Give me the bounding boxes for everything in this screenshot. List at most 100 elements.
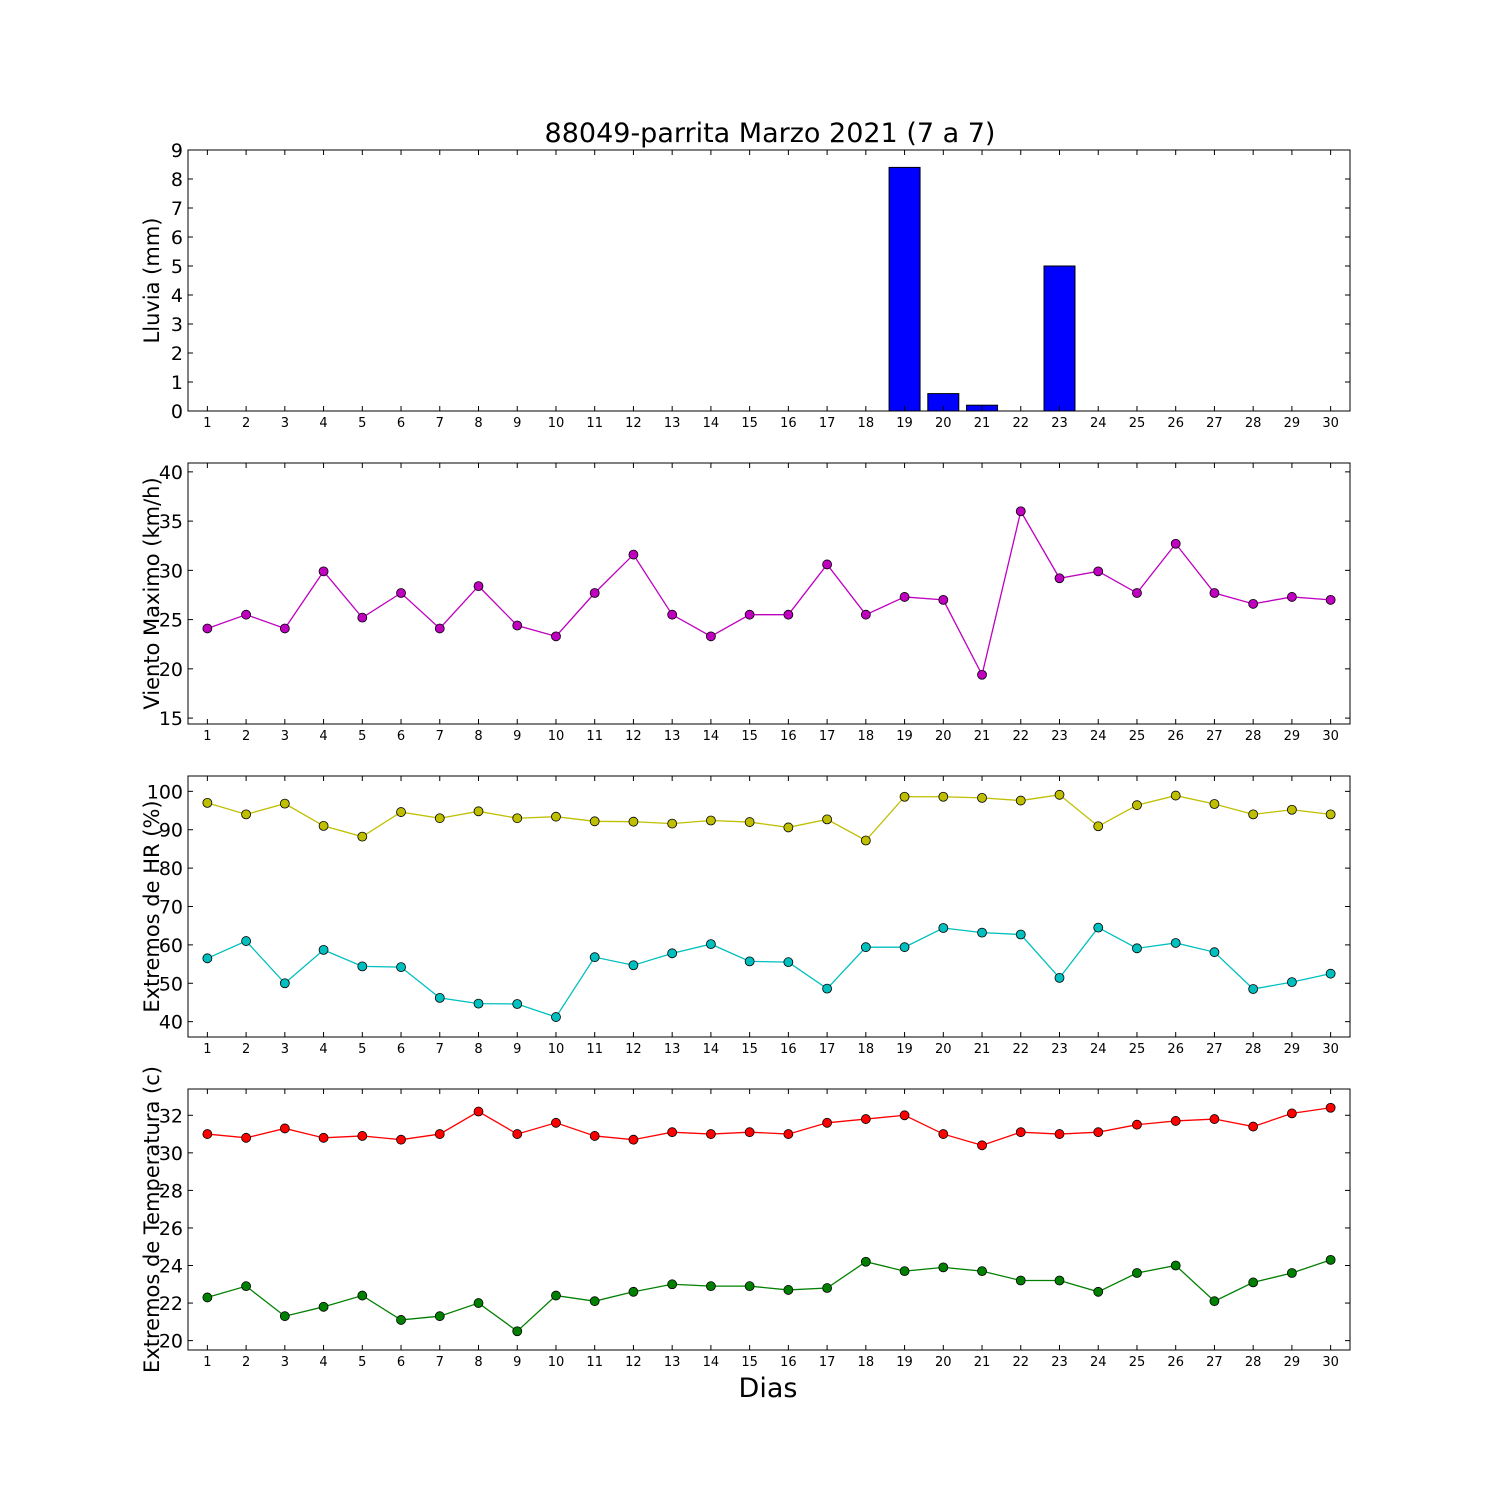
point-2-day-16 <box>783 1285 794 1295</box>
point-2-day-6 <box>396 962 406 973</box>
point-2-day-4 <box>318 1301 329 1312</box>
x-tick-label: 25 <box>1129 1355 1146 1370</box>
point-2-day-12 <box>628 1286 639 1297</box>
x-tick-label: 25 <box>1129 416 1146 431</box>
point-1-day-22 <box>1015 506 1026 517</box>
y-axis-label: Extremos de HR (%) <box>140 800 164 1012</box>
x-tick-label: 28 <box>1245 416 1262 431</box>
y-tick-label: 20 <box>159 1331 183 1353</box>
point-2-day-22 <box>1015 1275 1026 1286</box>
x-tick-label: 9 <box>513 729 521 744</box>
x-tick-label: 28 <box>1245 1355 1262 1370</box>
x-tick-label: 29 <box>1284 1042 1301 1057</box>
point-2-day-1 <box>202 953 213 964</box>
point-1-day-8 <box>473 806 484 817</box>
point-1-day-17 <box>822 1117 832 1128</box>
x-tick-label: 10 <box>548 416 565 431</box>
point-1-day-26 <box>1170 790 1181 801</box>
point-1-day-24 <box>1093 821 1104 832</box>
y-tick-label: 35 <box>159 511 183 533</box>
x-tick-label: 10 <box>548 1355 565 1370</box>
x-tick-label: 17 <box>819 729 836 744</box>
x-tick-label: 19 <box>896 1042 913 1057</box>
point-1-day-14 <box>706 815 716 826</box>
x-tick-label: 4 <box>319 729 327 744</box>
x-tick-label: 19 <box>896 729 913 744</box>
x-tick-label: 19 <box>896 1355 913 1370</box>
x-tick-label: 20 <box>935 1042 952 1057</box>
point-2-day-6 <box>396 1315 406 1325</box>
point-1-day-22 <box>1015 1127 1026 1138</box>
point-1-day-29 <box>1287 1108 1297 1119</box>
y-tick-label: 32 <box>159 1105 183 1127</box>
point-2-day-19 <box>899 1266 910 1277</box>
y-tick-label: 22 <box>159 1293 183 1315</box>
x-tick-label: 8 <box>474 729 482 744</box>
axes-frame <box>187 462 1351 725</box>
x-tick-label: 15 <box>741 1042 758 1057</box>
point-1-day-21 <box>977 1140 987 1151</box>
point-2-day-13 <box>667 948 678 959</box>
x-tick-label: 18 <box>858 1042 875 1057</box>
point-2-day-29 <box>1287 977 1297 988</box>
point-2-day-29 <box>1287 1268 1297 1278</box>
x-tick-label: 9 <box>513 416 521 431</box>
x-tick-label: 5 <box>358 1355 366 1370</box>
point-2-day-16 <box>783 957 794 968</box>
y-tick-label: 9 <box>171 140 183 162</box>
point-1-day-17 <box>822 559 832 570</box>
point-1-day-28 <box>1248 1121 1259 1132</box>
point-2-day-1 <box>202 1292 213 1303</box>
y-tick-label: 5 <box>171 256 183 278</box>
x-tick-label: 5 <box>358 729 366 744</box>
x-tick-label: 16 <box>780 416 797 431</box>
y-tick-label: 50 <box>159 973 183 995</box>
point-2-day-23 <box>1054 1275 1065 1286</box>
point-1-day-4 <box>318 1132 329 1143</box>
point-1-day-24 <box>1093 1127 1104 1138</box>
x-tick-label: 12 <box>625 729 642 744</box>
x-tick-label: 8 <box>474 1355 482 1370</box>
point-1-day-30 <box>1325 1102 1336 1113</box>
point-1-day-18 <box>860 1114 871 1124</box>
point-2-day-24 <box>1093 922 1104 933</box>
point-1-day-13 <box>667 818 678 829</box>
y-tick-label: 20 <box>159 659 183 681</box>
y-tick-label: 1 <box>171 372 183 394</box>
x-tick-label: 21 <box>974 1042 991 1057</box>
point-1-day-15 <box>744 817 755 827</box>
x-tick-label: 16 <box>780 1355 797 1370</box>
y-tick-label: 2 <box>171 343 183 365</box>
point-1-day-5 <box>357 831 368 842</box>
point-1-day-23 <box>1054 789 1065 800</box>
y-tick-label: 80 <box>159 858 183 880</box>
x-tick-label: 30 <box>1322 416 1339 431</box>
point-2-day-28 <box>1248 1277 1259 1288</box>
series-line-2 <box>207 1259 1331 1333</box>
point-1-day-19 <box>899 791 910 802</box>
point-1-day-12 <box>628 1134 639 1145</box>
point-2-day-2 <box>241 936 252 946</box>
point-1-day-17 <box>822 814 832 825</box>
y-tick-label: 30 <box>159 1143 183 1165</box>
y-tick-label: 24 <box>159 1256 183 1278</box>
point-2-day-11 <box>589 952 600 963</box>
x-tick-label: 2 <box>242 1355 250 1370</box>
point-1-day-3 <box>279 1123 290 1134</box>
x-tick-label: 5 <box>358 1042 366 1057</box>
x-tick-label: 11 <box>586 1042 603 1057</box>
y-tick-label: 25 <box>159 610 183 632</box>
point-2-day-25 <box>1132 1268 1142 1278</box>
x-tick-label: 29 <box>1284 729 1301 744</box>
point-1-day-11 <box>589 1131 600 1141</box>
point-2-day-2 <box>241 1281 252 1292</box>
point-1-day-28 <box>1248 809 1259 820</box>
x-tick-label: 4 <box>319 416 327 431</box>
series-line-1 <box>207 794 1331 842</box>
axes-frame <box>187 1088 1351 1351</box>
x-tick-label: 2 <box>242 1042 250 1057</box>
x-tick-label: 5 <box>358 416 366 431</box>
point-1-day-15 <box>744 609 755 620</box>
point-1-day-30 <box>1325 595 1336 605</box>
